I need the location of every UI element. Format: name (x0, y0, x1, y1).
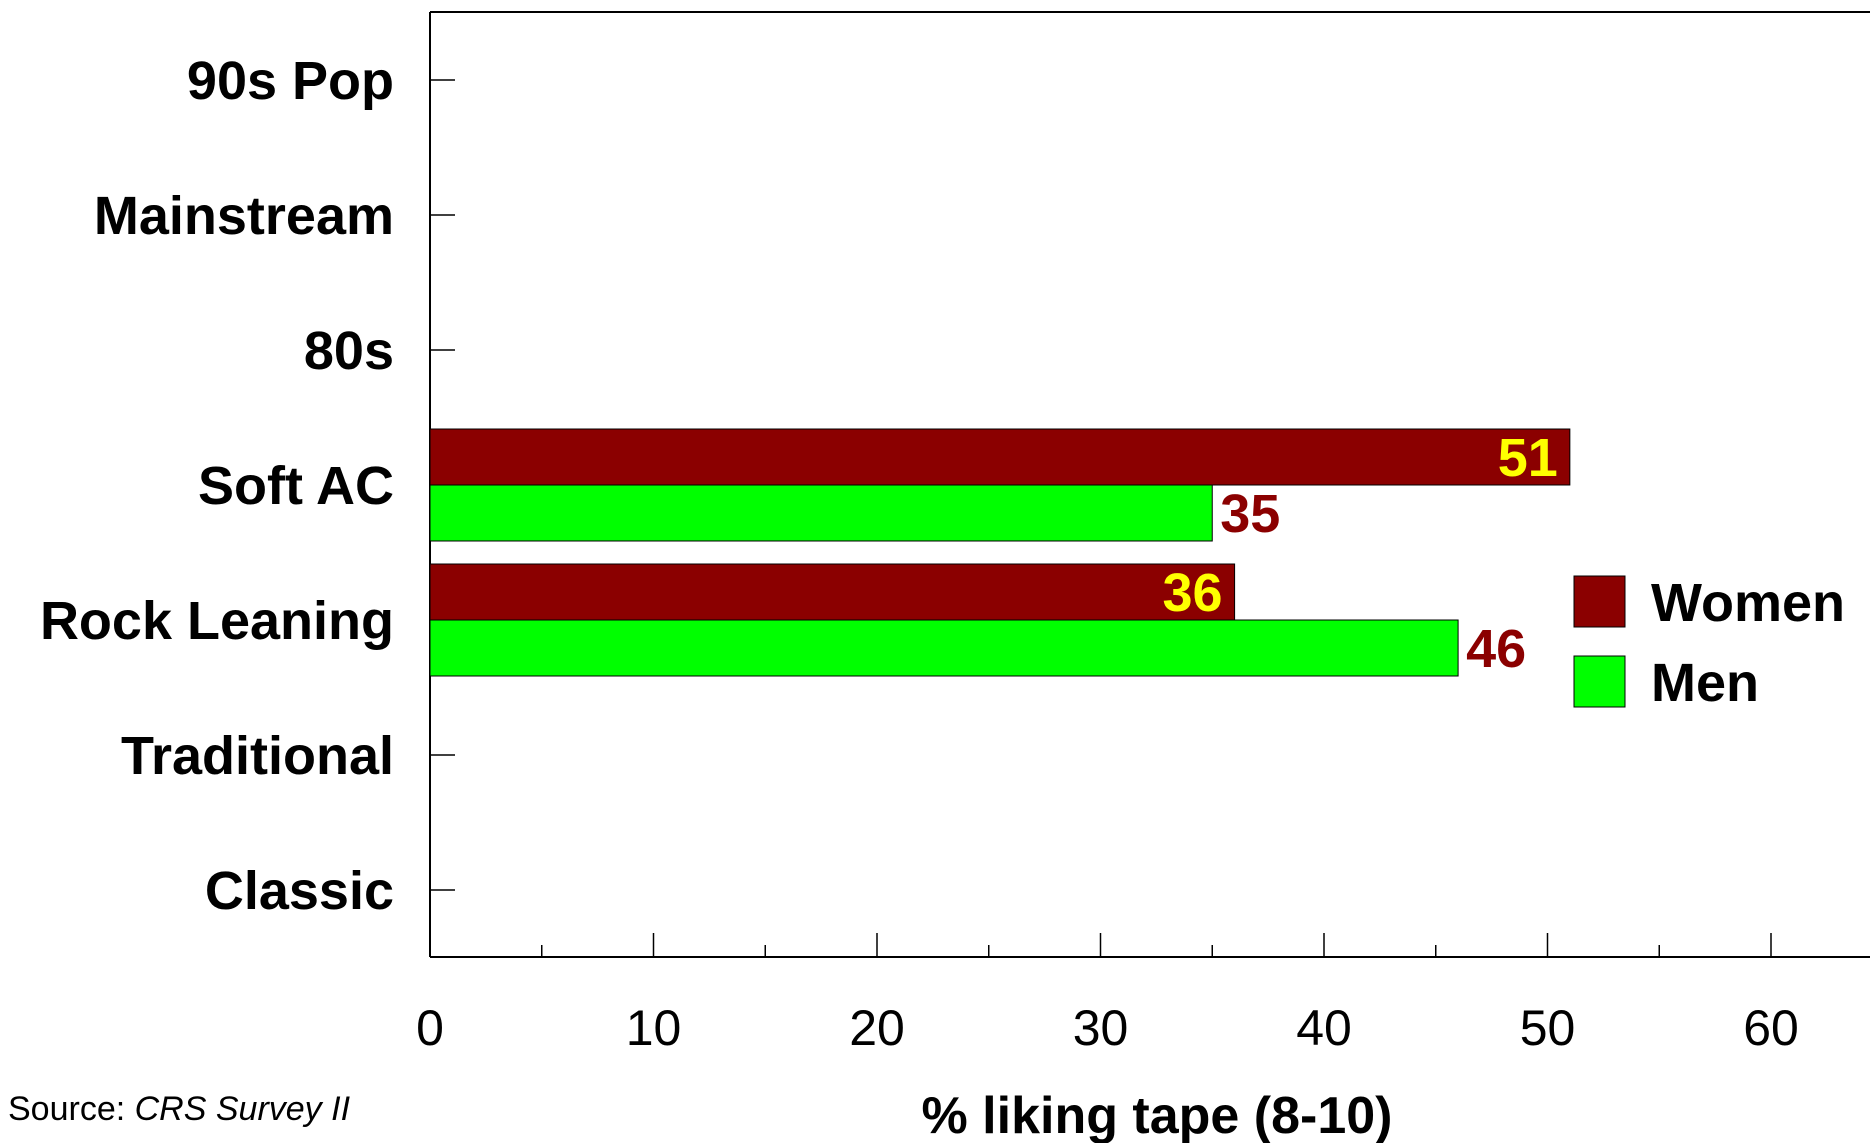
data-label-men: 35 (1220, 484, 1280, 544)
legend: Women Men (1573, 573, 1845, 713)
x-tick-label: 20 (849, 1000, 905, 1056)
bar-men (429, 484, 1213, 542)
legend-label-men: Men (1651, 653, 1759, 713)
legend-swatch-men (1573, 655, 1626, 708)
x-tick-label: 40 (1296, 1000, 1352, 1056)
source-prefix: Source: (8, 1090, 135, 1128)
data-label-women: 36 (1163, 563, 1223, 623)
x-tick-label: 50 (1520, 1000, 1576, 1056)
bar-women (429, 428, 1571, 486)
y-tick-label: Classic (205, 861, 394, 921)
y-tick-label: 80s (304, 321, 394, 381)
x-axis-title: % liking tape (8-10) (922, 1087, 1393, 1143)
bar-men (429, 619, 1459, 677)
y-tick-label: Traditional (121, 726, 394, 786)
x-tick-label: 0 (416, 1000, 444, 1056)
source-note: Source: CRS Survey II (8, 1090, 350, 1129)
y-tick-label: Mainstream (94, 186, 394, 246)
legend-label-women: Women (1651, 573, 1845, 633)
x-tick-label: 10 (626, 1000, 682, 1056)
data-label-women: 51 (1498, 428, 1558, 488)
x-tick-label: 60 (1743, 1000, 1799, 1056)
legend-swatch-women (1573, 575, 1626, 628)
x-tick-label: 30 (1073, 1000, 1129, 1056)
y-tick-label: Rock Leaning (40, 591, 394, 651)
y-tick-label: Soft AC (198, 456, 394, 516)
plot-area: 0 10 20 30 40 50 60 90s Pop Mainstream 80s Soft AC… (40, 11, 1870, 1056)
source-name: CRS Survey II (134, 1090, 351, 1128)
data-label-men: 46 (1466, 619, 1526, 679)
y-tick-label: 90s Pop (187, 51, 394, 111)
bar-women (429, 563, 1236, 621)
